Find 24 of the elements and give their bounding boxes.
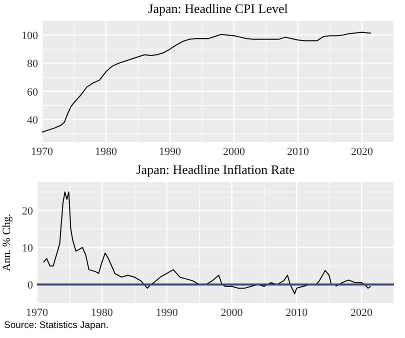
x-tick-label: 1990 <box>159 146 182 158</box>
x-tick-label: 2020 <box>350 307 374 319</box>
y-tick-label: 80 <box>27 58 38 70</box>
y-tick-label: 40 <box>27 114 38 126</box>
y-tick-label: 10 <box>22 242 34 254</box>
source-note: Source: Statistics Japan. <box>4 320 109 331</box>
y-tick-label: 20 <box>22 205 34 218</box>
chart-title: Japan: Headline Inflation Rate <box>136 162 295 177</box>
y-tick-label: 100 <box>22 30 38 42</box>
chart-title: Japan: Headline CPI Level <box>148 1 288 16</box>
x-tick-label: 1970 <box>26 307 48 319</box>
line-series <box>42 32 372 133</box>
y-tick-label: 60 <box>27 86 38 98</box>
x-tick-label: 2000 <box>220 307 244 319</box>
x-tick-label: 2010 <box>287 146 310 158</box>
x-tick-label: 1970 <box>31 146 54 158</box>
x-tick-label: 1990 <box>156 307 178 319</box>
x-tick-label: 2000 <box>223 146 246 158</box>
x-tick-label: 1980 <box>90 307 114 319</box>
x-tick-label: 1980 <box>95 146 118 158</box>
x-tick-label: 2020 <box>351 146 374 158</box>
y-axis-title: Ann. % Chg. <box>1 214 13 272</box>
x-tick-label: 2010 <box>286 307 308 319</box>
y-tick-label: 0 <box>28 280 34 292</box>
